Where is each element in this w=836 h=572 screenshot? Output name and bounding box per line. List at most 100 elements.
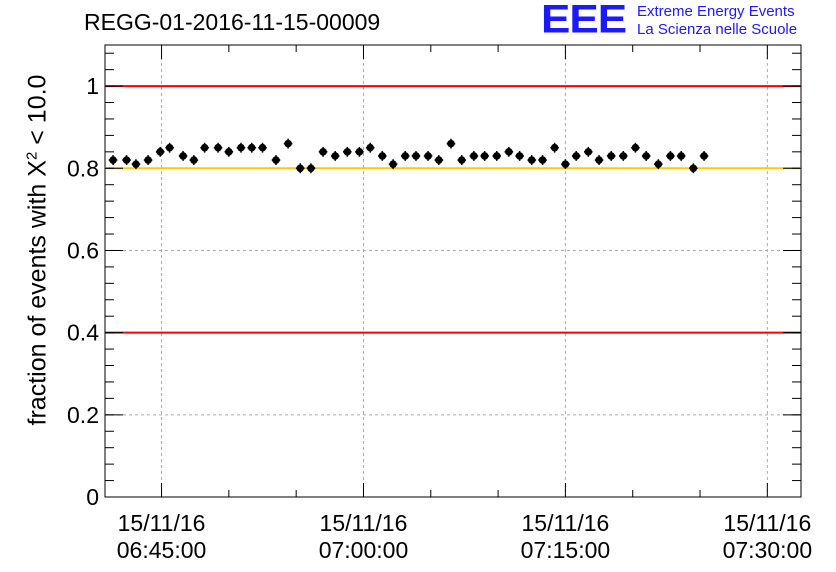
y-tick-label: 0.6 xyxy=(67,237,99,263)
point-marker xyxy=(700,152,708,160)
data-point xyxy=(258,142,267,153)
point-marker xyxy=(296,164,305,173)
data-point xyxy=(538,155,547,165)
data-point xyxy=(200,142,209,153)
point-marker xyxy=(470,152,478,160)
logo-caption-line1: Extreme Energy Events xyxy=(637,3,795,20)
point-marker xyxy=(447,139,455,148)
x-tick-label-date: 15/11/16 xyxy=(118,510,206,536)
point-marker xyxy=(561,160,570,168)
point-marker xyxy=(654,160,663,168)
data-point xyxy=(330,151,340,161)
point-marker xyxy=(480,152,489,160)
x-tick-label-time: 07:00:00 xyxy=(319,537,409,563)
point-marker xyxy=(319,148,327,156)
point-marker xyxy=(200,143,209,152)
point-marker xyxy=(307,164,315,173)
data-point xyxy=(365,142,375,153)
point-marker xyxy=(424,152,432,160)
point-marker xyxy=(642,152,650,160)
x-tick-label-date: 15/11/16 xyxy=(521,510,609,536)
point-marker xyxy=(179,152,187,160)
data-point xyxy=(306,163,316,174)
data-point xyxy=(343,146,352,157)
data-point xyxy=(189,155,199,165)
point-marker xyxy=(378,152,387,160)
data-point xyxy=(400,151,410,161)
data-point xyxy=(378,151,387,161)
point-marker xyxy=(109,156,117,164)
data-point xyxy=(606,151,616,161)
data-point xyxy=(699,151,709,161)
point-marker xyxy=(527,156,536,164)
point-marker xyxy=(237,143,245,152)
point-marker xyxy=(247,143,256,152)
y-axis-label-suffix: < 10.0 xyxy=(23,74,52,152)
grid-lines xyxy=(105,45,801,497)
point-marker xyxy=(122,156,131,164)
point-marker xyxy=(355,148,364,156)
logo-caption: Extreme Energy Events La Scienza nelle S… xyxy=(637,3,797,39)
data-point xyxy=(515,151,524,161)
y-axis-label-prefix: fraction of events with xyxy=(23,176,52,426)
point-marker xyxy=(492,152,501,160)
data-point xyxy=(295,163,305,174)
point-marker xyxy=(132,160,140,168)
point-marker xyxy=(144,156,152,164)
data-point xyxy=(504,146,514,157)
point-marker xyxy=(190,156,198,164)
data-points xyxy=(108,138,709,174)
data-point xyxy=(561,159,570,170)
point-marker xyxy=(389,160,397,168)
data-point xyxy=(666,151,675,161)
data-point xyxy=(411,151,421,161)
axis-ticks xyxy=(105,45,801,498)
data-point xyxy=(388,159,398,170)
point-marker xyxy=(631,143,640,152)
point-marker xyxy=(619,152,628,160)
data-point xyxy=(122,155,131,165)
point-marker xyxy=(584,148,593,156)
data-point xyxy=(469,151,479,161)
y-axis-label: fraction of events with X2 < 10.0 xyxy=(23,75,52,426)
data-point xyxy=(165,142,174,153)
logo-caption-line2: La Scienza nelle Scuole xyxy=(637,21,798,38)
point-marker xyxy=(165,143,174,152)
data-point xyxy=(271,155,281,165)
data-point xyxy=(480,151,489,161)
data-point xyxy=(492,151,502,161)
data-point xyxy=(283,138,293,149)
point-marker xyxy=(538,156,547,164)
data-point xyxy=(688,163,698,174)
point-marker xyxy=(457,156,466,164)
data-point xyxy=(457,155,467,165)
point-marker xyxy=(214,143,222,152)
y-tick-label: 0.8 xyxy=(67,155,99,181)
data-point xyxy=(631,142,640,153)
data-point xyxy=(434,155,444,165)
point-marker xyxy=(666,152,675,160)
point-marker xyxy=(284,139,292,148)
data-point xyxy=(318,146,328,157)
y-tick-label: 1 xyxy=(86,73,99,99)
point-marker xyxy=(156,148,164,156)
y-tick-label: 0.4 xyxy=(67,320,99,346)
point-marker xyxy=(225,148,233,156)
reference-lines xyxy=(105,85,801,334)
data-point xyxy=(653,159,663,170)
data-point xyxy=(583,146,593,157)
y-axis-label-symbol: X xyxy=(23,160,52,177)
data-point xyxy=(355,146,364,157)
point-marker xyxy=(515,152,524,160)
data-point xyxy=(224,146,234,157)
x-tick-label-time: 06:45:00 xyxy=(117,537,207,563)
point-marker xyxy=(550,143,559,152)
x-tick-label-time: 07:30:00 xyxy=(723,537,813,563)
point-marker xyxy=(331,152,340,160)
x-tick-label-date: 15/11/16 xyxy=(723,510,811,536)
point-marker xyxy=(258,143,267,152)
data-point xyxy=(571,151,581,161)
data-point xyxy=(618,151,628,161)
x-tick-labels: 15/11/1606:45:0015/11/1607:00:0015/11/16… xyxy=(117,510,812,563)
